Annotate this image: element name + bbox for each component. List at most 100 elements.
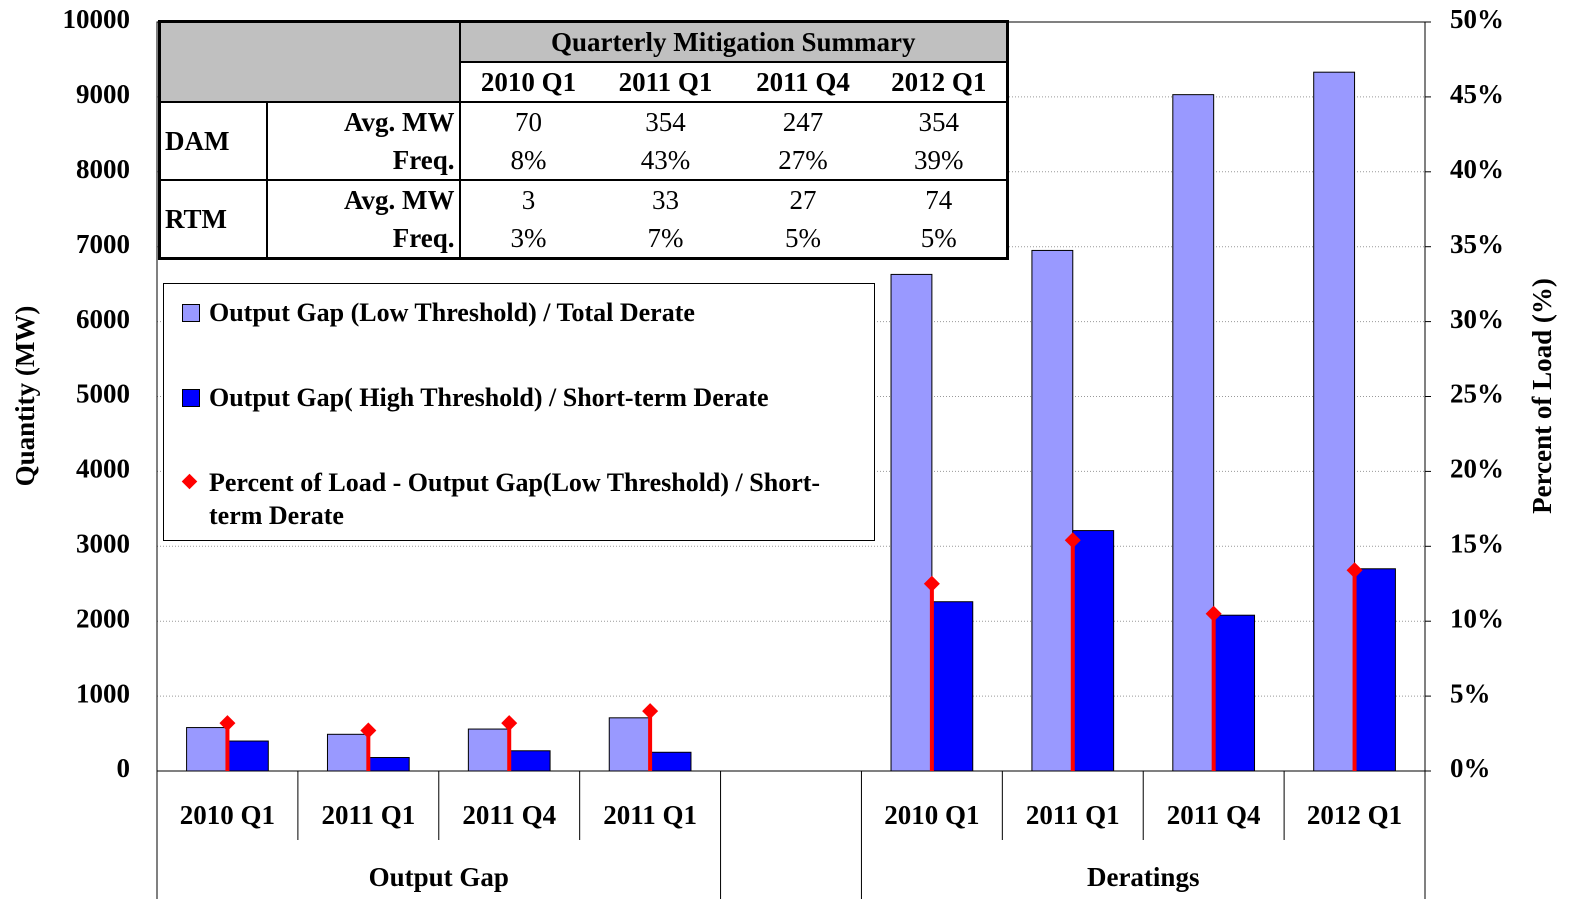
y-tick-label: 6000 (76, 304, 130, 334)
x-tick-label: 2011 Q4 (1167, 800, 1261, 830)
bar (890, 273, 933, 772)
table-value: 3% (510, 223, 547, 253)
x-tick-label: 2010 Q1 (884, 800, 979, 830)
y2-tick-label: 10% (1450, 603, 1504, 633)
y2-tick-label: 30% (1450, 304, 1504, 334)
y-tick-label: 0 (117, 753, 131, 783)
legend-item: Percent of Load - Output Gap(Low Thresho… (181, 466, 849, 532)
y2-tick-label: 5% (1450, 678, 1491, 708)
percent-marker (923, 575, 940, 592)
x-tick-label: 2011 Q1 (603, 800, 697, 830)
y-tick-label: 1000 (76, 678, 130, 708)
table-value: 3 (459, 179, 597, 219)
bar (508, 750, 551, 772)
x-tick-label: 2010 Q1 (180, 800, 275, 830)
table-column: 2011 Q1 (618, 67, 713, 97)
y-tick-label: 9000 (76, 79, 130, 109)
bar (1072, 530, 1115, 772)
bar (931, 601, 974, 772)
table-row: Freq. 8% 43% 27% 39% (160, 141, 1008, 180)
y-tick-label: 5000 (76, 379, 130, 409)
mitigation-table: Quarterly Mitigation Summary 2010 Q1 2011… (158, 20, 1010, 260)
bar (608, 717, 651, 772)
y2-tick-label: 20% (1450, 454, 1504, 484)
table-value: 74 (871, 179, 1008, 219)
y2-tick-label: 25% (1450, 379, 1504, 409)
bar (226, 740, 269, 772)
legend-label: Percent of Load - Output Gap(Low Thresho… (209, 468, 821, 530)
metric-label: Freq. (266, 141, 461, 180)
bar (1213, 614, 1256, 772)
table-value: 27 (734, 179, 872, 219)
percent-marker (501, 715, 518, 732)
table-value: 8% (510, 145, 547, 175)
metric-label: Avg. MW (266, 101, 461, 141)
bar (367, 757, 410, 772)
y-tick-label: 7000 (76, 229, 130, 259)
legend-item: Output Gap( High Threshold) / Short-term… (182, 381, 849, 414)
legend-swatch (182, 304, 200, 322)
y2-tick-label: 35% (1450, 229, 1504, 259)
y2-tick-label: 40% (1450, 154, 1504, 184)
table-value: 354 (596, 101, 735, 141)
table-value: 39% (914, 145, 964, 175)
x-tick-label: 2011 Q4 (462, 800, 556, 830)
legend-label: Output Gap( High Threshold) / Short-term… (209, 383, 769, 412)
percent-marker (219, 715, 236, 732)
percent-marker (642, 703, 659, 720)
table-column: 2012 Q1 (891, 67, 987, 97)
legend-swatch (181, 473, 198, 490)
bar (1354, 568, 1396, 772)
bar (326, 733, 369, 772)
table-value: 27% (778, 145, 828, 175)
table-column: 2010 Q1 (480, 67, 577, 97)
x-tick-label: 2011 Q1 (321, 800, 415, 830)
percent-marker (1346, 562, 1363, 579)
metric-label: Freq. (266, 219, 461, 259)
bar (1172, 94, 1215, 772)
table-row: DAM Avg. MW 70 354 247 354 (159, 101, 1008, 180)
table-title: Quarterly Mitigation Summary (459, 21, 1008, 63)
table-row: RTM Avg. MW 3 33 27 74 (159, 179, 1008, 259)
market-label: RTM (159, 179, 268, 259)
table-column: 2011 Q4 (756, 67, 850, 97)
bar (649, 751, 692, 772)
legend-swatch (182, 389, 200, 407)
bar (186, 727, 228, 772)
metric-label: Avg. MW (266, 179, 461, 219)
y2-axis-title: Percent of Load (%) (1527, 278, 1557, 514)
x-tick-label: 2012 Q1 (1307, 800, 1402, 830)
table-value: 5% (785, 223, 821, 253)
y-tick-label: 2000 (76, 603, 130, 633)
y-tick-label: 8000 (76, 154, 130, 184)
legend: Output Gap (Low Threshold) / Total Derat… (163, 283, 875, 541)
group-label: Output Gap (369, 862, 509, 892)
table-value: 247 (734, 101, 872, 141)
table-value: 354 (871, 101, 1008, 141)
percent-marker (1064, 532, 1081, 549)
bar (1313, 71, 1356, 772)
legend-item: Output Gap (Low Threshold) / Total Derat… (182, 296, 849, 329)
y2-tick-label: 50% (1450, 4, 1504, 34)
bar (1031, 249, 1074, 772)
y-tick-label: 3000 (76, 529, 130, 559)
table-value: 5% (920, 223, 957, 253)
x-tick-label: 2011 Q1 (1026, 800, 1120, 830)
table-value: 7% (647, 223, 684, 253)
y2-tick-label: 0% (1450, 753, 1491, 783)
table-row: Freq. 3% 7% 5% 5% (160, 219, 1008, 259)
y2-tick-label: 15% (1450, 529, 1504, 559)
table-value: 33 (596, 179, 735, 219)
bar (467, 728, 510, 772)
table-value: 43% (640, 145, 691, 175)
group-label: Deratings (1087, 862, 1199, 892)
market-label: DAM (159, 101, 268, 180)
y2-tick-label: 45% (1450, 79, 1504, 109)
percent-marker (1205, 605, 1222, 622)
legend-label: Output Gap (Low Threshold) / Total Derat… (209, 298, 695, 327)
y-axis-title: Quantity (MW) (10, 306, 40, 487)
table-value: 70 (459, 101, 597, 141)
y-tick-label: 4000 (76, 454, 130, 484)
